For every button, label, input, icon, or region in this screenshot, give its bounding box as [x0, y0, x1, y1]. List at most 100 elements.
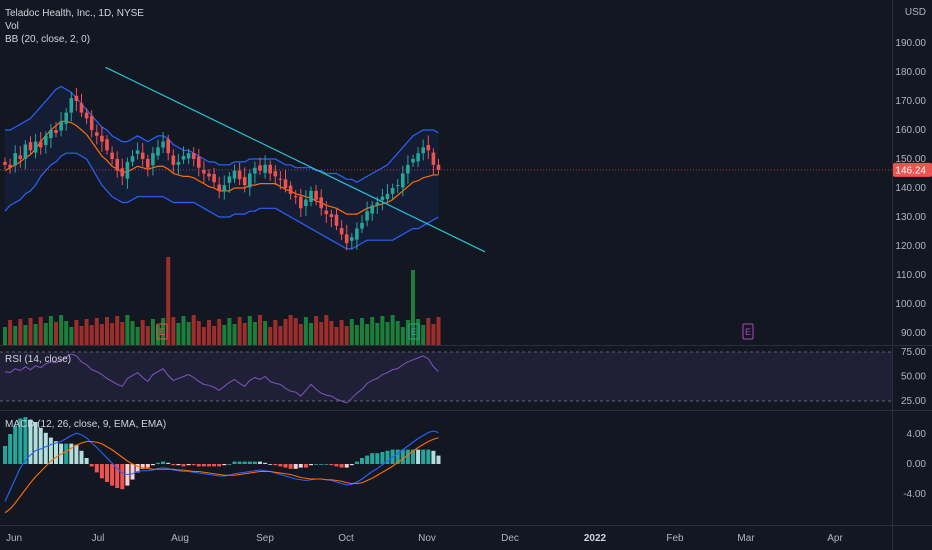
volume-bar [99, 324, 104, 345]
candle-body [110, 152, 114, 159]
macd-histogram-bar [247, 461, 252, 464]
time-tick-label: Jun [6, 533, 22, 544]
volume-bar [84, 319, 89, 345]
rsi-band [0, 352, 892, 401]
volume-bar [344, 326, 349, 345]
candle-body [436, 164, 441, 170]
time-tick-label: 2022 [584, 533, 607, 544]
macd-histogram-bar [166, 462, 171, 464]
time-tick-label: Apr [827, 533, 843, 544]
candle-body [411, 159, 415, 163]
macd-label[interactable]: MACD (12, 26, close, 9, EMA, EMA) [5, 419, 167, 430]
volume-bar [324, 315, 329, 345]
volume-bar [18, 319, 23, 345]
price-tick-label: 130.00 [895, 212, 926, 223]
volume-bar [176, 323, 181, 345]
volume-bar [207, 320, 211, 345]
candle-body [59, 121, 63, 131]
rsi-label[interactable]: RSI (14, close) [5, 354, 72, 365]
volume-bar [400, 327, 405, 345]
vol-label[interactable]: Vol [5, 21, 19, 32]
volume-bar [171, 317, 176, 345]
macd-histogram-bar [43, 432, 48, 464]
volume-bar [390, 315, 395, 345]
volume-bar [79, 326, 84, 345]
volume-bar [217, 319, 222, 345]
candle-body [314, 190, 318, 200]
macd-histogram-bar [176, 464, 181, 466]
volume-bar [247, 316, 252, 345]
macd-histogram-bar [360, 458, 364, 464]
volume-bar [385, 322, 390, 345]
macd-histogram-bar [217, 464, 222, 467]
volume-bar [191, 315, 196, 345]
candle-body [13, 153, 17, 166]
candle-body [304, 199, 308, 206]
volume-bar [354, 325, 359, 345]
bb-basis-line [4, 120, 439, 215]
candle-body [360, 222, 364, 229]
volume-bar [28, 318, 33, 345]
candle-body [176, 161, 181, 165]
volume-bar [59, 315, 64, 345]
macd-histogram-bar [105, 464, 109, 482]
macd-histogram-bar [207, 464, 211, 467]
bb-label[interactable]: BB (20, close, 2, 0) [5, 34, 91, 45]
candle-body [3, 161, 7, 165]
macd-histogram-bar [298, 464, 303, 468]
volume-bar [23, 325, 28, 345]
symbol-title[interactable]: Teladoc Health, Inc., 1D, NYSE [5, 8, 144, 19]
candle-body [8, 164, 12, 168]
macd-histogram-bar [426, 449, 431, 464]
candle-body [426, 145, 431, 151]
candle-body [365, 211, 369, 221]
candle-body [33, 141, 38, 153]
candle-body [212, 174, 216, 183]
macd-histogram-bar [258, 461, 262, 464]
macd-histogram-bar [28, 419, 33, 464]
candle-body [79, 103, 84, 113]
macd-histogram-bar [64, 443, 69, 464]
candle-body [84, 112, 89, 119]
candle-body [105, 139, 109, 151]
price-tick-label: 170.00 [895, 96, 926, 107]
candle-body [385, 193, 390, 200]
macd-histogram-bar [303, 464, 308, 468]
macd-histogram-bar [405, 449, 410, 464]
volume-bar [94, 318, 99, 345]
candle-body [28, 142, 33, 151]
candle-body [186, 153, 191, 159]
volume-bar [237, 317, 242, 345]
volume-bar [252, 322, 257, 345]
earnings-marker: E [408, 323, 420, 340]
macd-histogram-bar [288, 464, 293, 469]
macd-histogram-bar [252, 461, 257, 464]
candle-body [207, 173, 211, 177]
price-tick-label: 160.00 [895, 125, 926, 136]
time-tick-label: Sep [256, 533, 274, 544]
volume-bar [69, 327, 74, 345]
candle-body [69, 98, 74, 113]
macd-histogram-bar [13, 425, 18, 464]
macd-histogram-bar [375, 453, 380, 464]
price-tick-label: 120.00 [895, 241, 926, 252]
candle-body [283, 179, 288, 188]
candle-body [248, 173, 252, 188]
candle-body [202, 170, 206, 174]
macd-histogram-bar [324, 464, 329, 465]
macd-histogram-bar [150, 464, 155, 466]
candle-body [166, 139, 170, 154]
macd-histogram-bar [232, 461, 237, 464]
macd-histogram-bar [400, 449, 405, 464]
candle-body [380, 196, 385, 201]
volume-bar [140, 320, 145, 345]
volume-bar [365, 324, 370, 345]
macd-histogram-bar [69, 443, 74, 464]
macd-histogram-bar [186, 464, 191, 466]
rsi-tick-label: 75.00 [901, 347, 926, 358]
macd-tick-label: 4.00 [907, 429, 927, 440]
candle-body [115, 159, 119, 171]
volume-bar [293, 318, 298, 345]
candle-body [268, 164, 272, 174]
